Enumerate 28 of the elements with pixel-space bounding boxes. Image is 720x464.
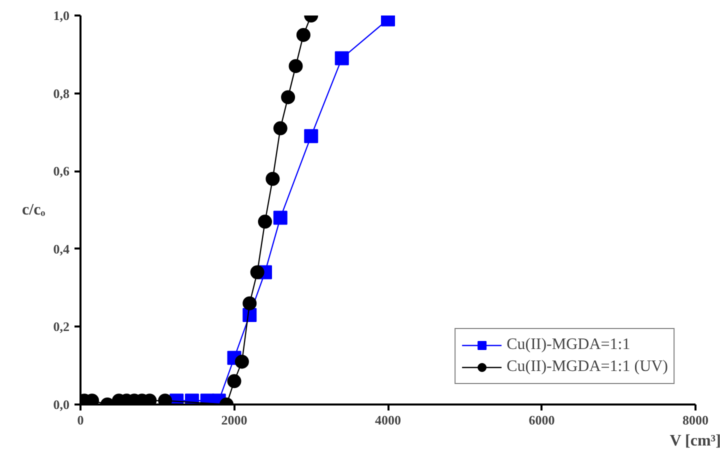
point xyxy=(304,129,318,144)
point xyxy=(288,59,303,74)
x-tick-label: 4000 xyxy=(375,412,401,428)
y-tick-label: 0,2 xyxy=(53,319,70,334)
y-tick-label: 0,0 xyxy=(53,397,70,412)
x-axis-title: V [cm³] xyxy=(670,432,720,450)
x-tick-label: 2000 xyxy=(221,412,248,428)
x-tick-label: 6000 xyxy=(528,412,555,428)
legend-label: Cu(II)-MGDA=1:1 (UV) xyxy=(506,358,668,376)
point xyxy=(250,265,264,280)
point xyxy=(234,354,249,369)
point xyxy=(266,172,280,186)
point xyxy=(273,210,288,225)
point xyxy=(242,296,257,310)
x-tick-label: 0 xyxy=(77,412,84,428)
y-tick-label: 0,6 xyxy=(53,164,70,179)
point xyxy=(334,51,349,66)
y-tick-label: 0,8 xyxy=(53,86,70,101)
y-axis-title: c/cₒ xyxy=(22,202,46,218)
x-tick-label: 8000 xyxy=(682,412,708,428)
point xyxy=(258,214,272,229)
point xyxy=(281,90,296,104)
point xyxy=(273,121,288,136)
y-tick-label: 1,0 xyxy=(53,8,70,23)
point xyxy=(296,28,310,42)
legend-label: Cu(II)-MGDA=1:1 xyxy=(506,336,630,354)
point xyxy=(227,374,242,388)
y-tick-label: 0,4 xyxy=(53,241,70,256)
